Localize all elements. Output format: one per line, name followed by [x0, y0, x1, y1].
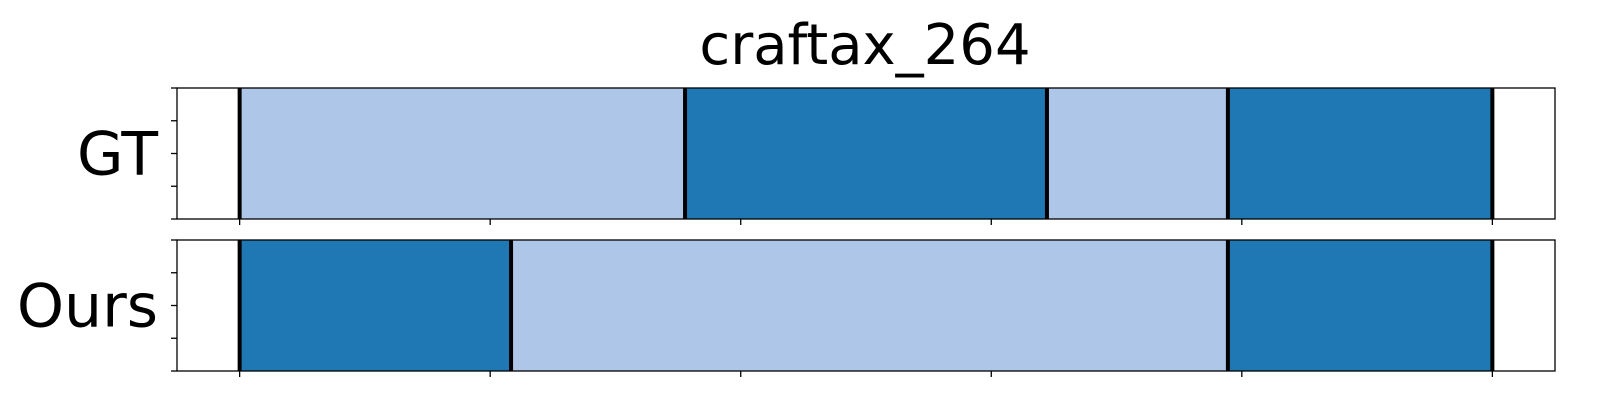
row-label-0: GT [77, 120, 158, 190]
row-label-1: Ours [17, 272, 158, 342]
segment-0-1 [685, 88, 1047, 219]
row-1: Ours [17, 239, 1556, 377]
segment-0-0 [239, 88, 686, 219]
segment-1-0 [239, 240, 512, 371]
row-0: GT [77, 87, 1556, 225]
chart-title: craftax_264 [699, 13, 1030, 78]
segment-1-2 [1227, 240, 1493, 371]
segment-0-2 [1046, 88, 1228, 219]
segment-0-3 [1227, 88, 1493, 219]
segment-1-1 [511, 240, 1228, 371]
chart-rows: GT Ours [17, 87, 1556, 377]
